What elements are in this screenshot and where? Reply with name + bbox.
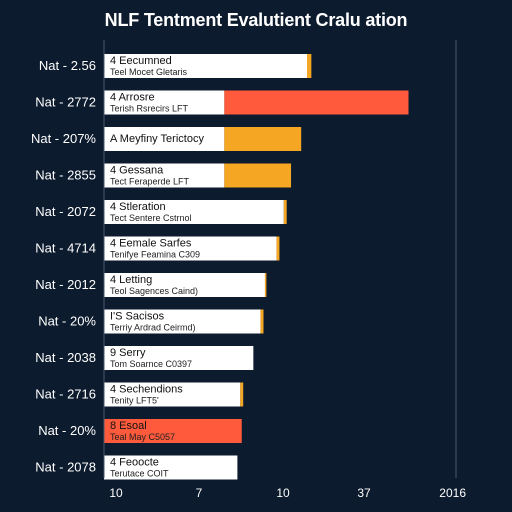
bar-title: 4 Feoocte	[110, 457, 159, 469]
row-label: Nat - 2716	[35, 387, 96, 402]
bar-title: I'S Sacisos	[110, 311, 165, 323]
bar-segment-white	[104, 309, 261, 334]
bar-segment-white	[104, 236, 277, 261]
row-label: Nat - 20%	[38, 314, 96, 329]
row-label: Nat - 2.56	[39, 58, 96, 73]
bar-subtitle: Tect Sentere Cstrnol	[110, 213, 192, 223]
bar-segment-accent	[224, 90, 409, 115]
bar-segment-accent	[224, 163, 292, 188]
bar-subtitle: Tenifye Feamina C309	[110, 250, 200, 260]
bar-subtitle: Tenity LFT5'	[110, 396, 159, 406]
bar-title: 4 Gessana	[110, 165, 164, 177]
bar-segment-accent	[283, 200, 287, 224]
bar-segment-white	[104, 90, 225, 115]
bar-title: 8 Esoal	[110, 420, 147, 432]
row-label: Nat - 2772	[35, 95, 96, 110]
x-tick-label: 7	[196, 486, 203, 500]
bar-title: 4 Stleration	[110, 201, 166, 213]
x-tick-label: 10	[109, 486, 123, 500]
bar-title: 9 Serry	[110, 347, 146, 359]
row-label: Nat - 2072	[35, 204, 96, 219]
x-tick-label: 37	[357, 486, 371, 500]
bar-subtitle: Tom Soarnce C0397	[110, 359, 192, 369]
x-tick-label: 2016	[439, 486, 466, 500]
bar-subtitle: Teel Mocet Gletaris	[110, 67, 188, 77]
bar-segment-accent	[240, 382, 244, 407]
bar-subtitle: Terutace COIT	[110, 469, 169, 479]
bar-segment-white	[104, 163, 225, 188]
row-label: Nat - 2038	[35, 350, 96, 365]
bar-subtitle: Terriy Ardrad Ceirmd)	[110, 323, 196, 333]
bar-title: A Meyfiny Terictocy	[110, 133, 204, 145]
bar-title: 4 Arrosre	[110, 92, 155, 104]
row-label: Nat - 20%	[38, 423, 96, 438]
bar-segment-accent	[264, 273, 267, 297]
bar-segment-white	[104, 455, 238, 480]
bar-subtitle: Terish Rsrecirs LFT	[110, 104, 189, 114]
bar-subtitle: Teol Sagences Caind)	[110, 286, 198, 296]
bar-title: 4 Letting	[110, 274, 152, 286]
row-label: Nat - 207%	[31, 131, 96, 146]
bar-segment-white	[104, 127, 225, 151]
row-label: Nat - 4714	[35, 241, 96, 256]
bar-segment-accent	[260, 309, 264, 334]
bar-segment-white	[104, 382, 241, 407]
bar-title: 4 Eemale Sarfes	[110, 238, 192, 250]
row-label: Nat - 2012	[35, 277, 96, 292]
bar-segment-white	[104, 200, 284, 224]
bar-segment-white	[104, 273, 265, 297]
bar-title: 4 Eecumned	[110, 55, 172, 67]
bar-segment-accent	[104, 419, 242, 443]
bar-subtitle: Teal May C5057	[110, 432, 175, 442]
x-tick-label: 10	[276, 486, 290, 500]
bar-segment-accent	[276, 236, 280, 261]
bar-segment-white	[104, 54, 307, 78]
bar-title: 4 Sechendions	[110, 384, 183, 396]
bar-segment-accent	[224, 127, 302, 151]
row-label: Nat - 2078	[35, 460, 96, 475]
row-label: Nat - 2855	[35, 168, 96, 183]
bar-subtitle: Tect Feraperde LFT	[110, 177, 190, 187]
bar-segment-white	[104, 346, 254, 370]
chart-title: NLF Tentment Evalutient Cralu ation	[104, 10, 408, 30]
bar-segment-accent	[307, 54, 312, 78]
